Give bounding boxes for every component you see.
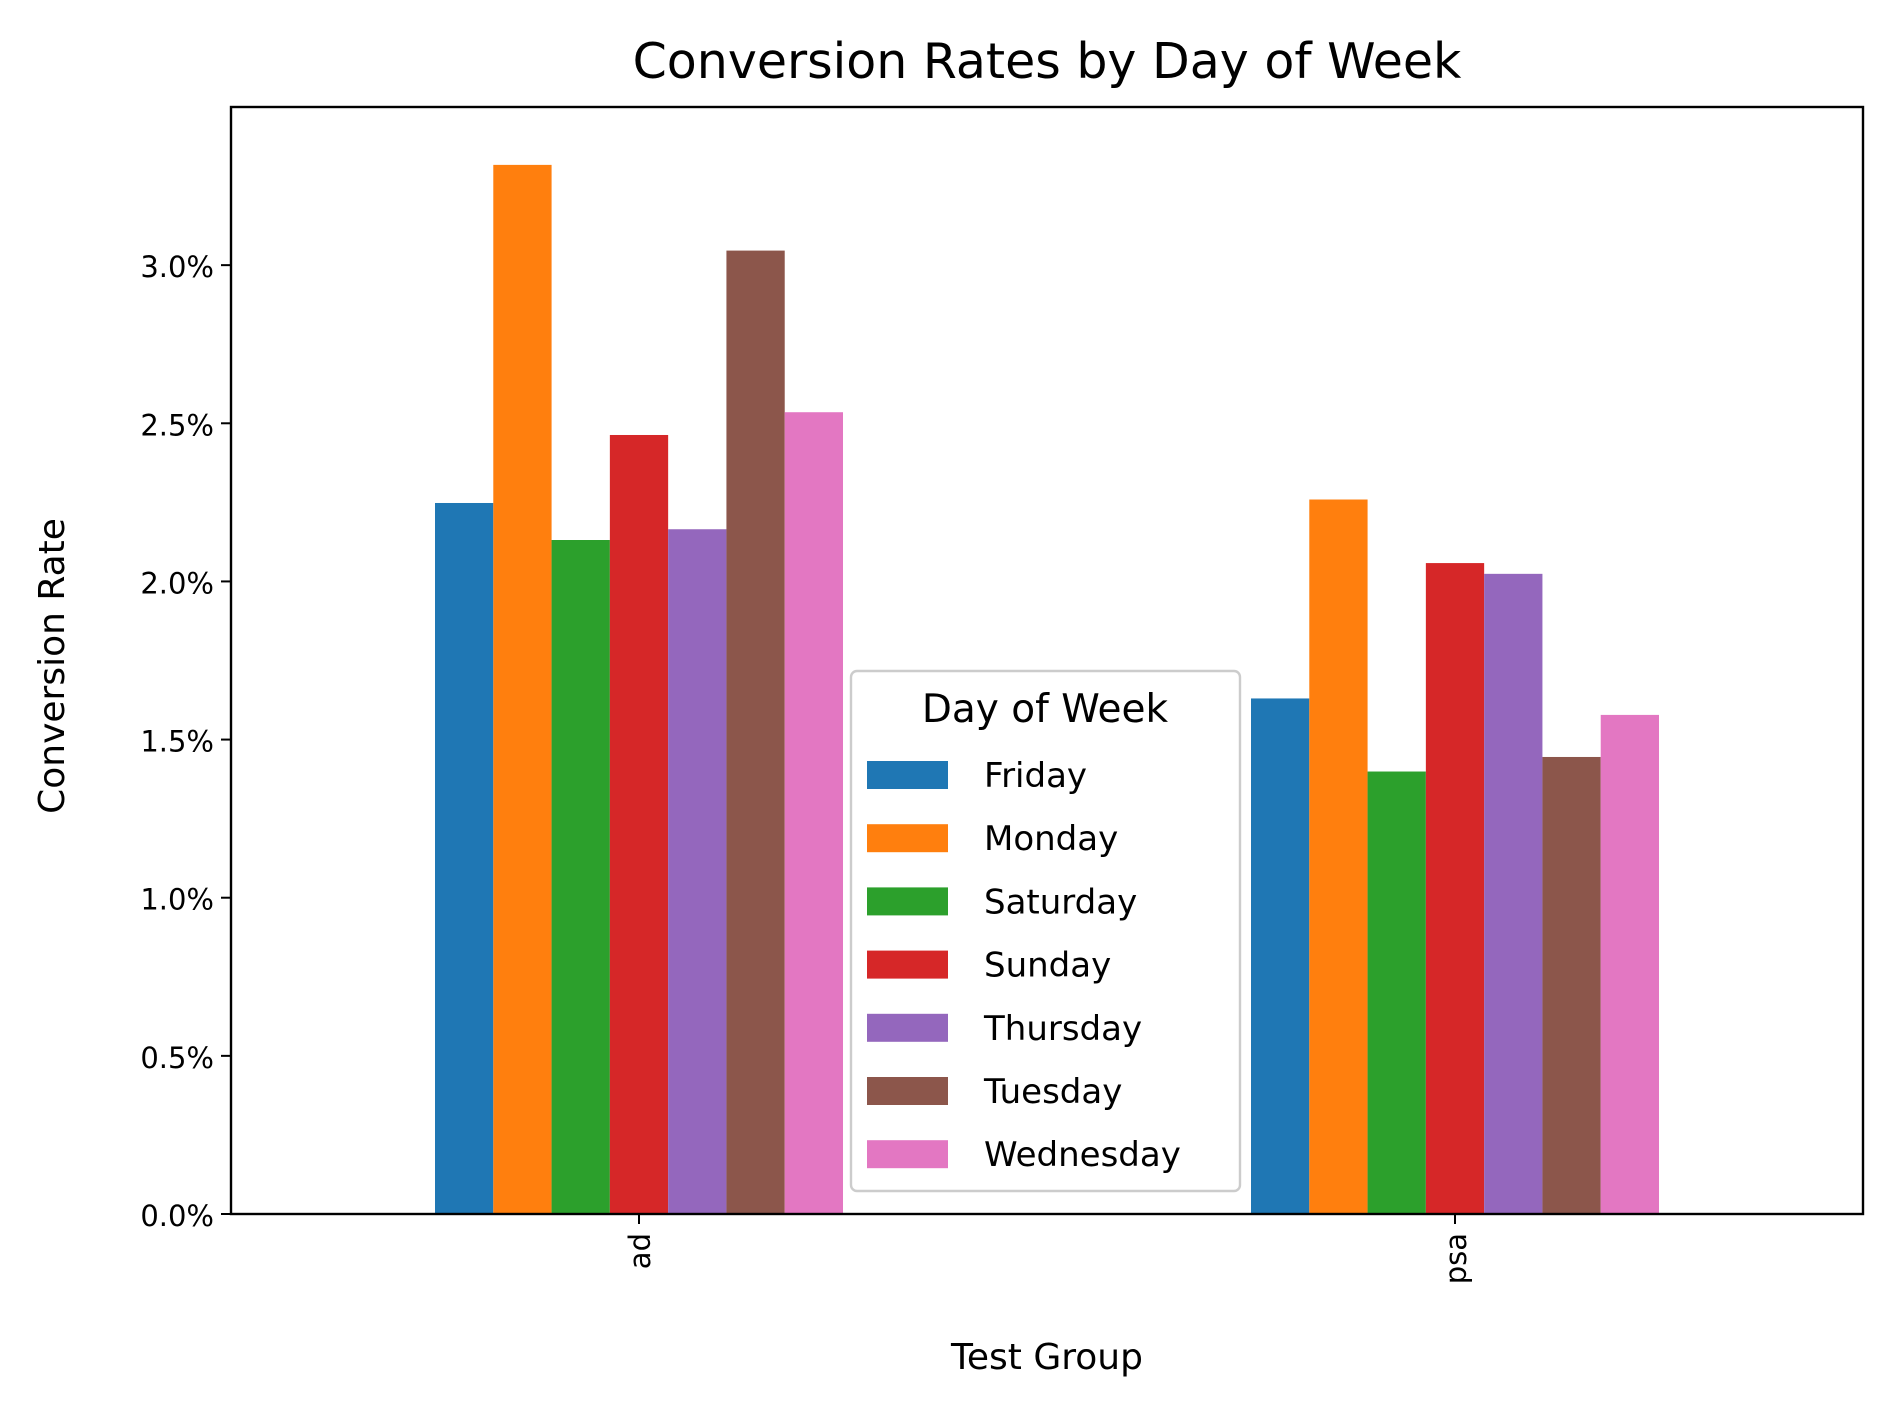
legend-label-saturday: Saturday bbox=[984, 882, 1137, 922]
y-tick-label: 1.5% bbox=[140, 725, 214, 759]
bar-sunday-psa bbox=[1425, 563, 1485, 1214]
legend-label-sunday: Sunday bbox=[984, 946, 1111, 986]
bar-monday-psa bbox=[1309, 499, 1368, 1214]
bar-sunday-ad bbox=[609, 434, 669, 1214]
legend-label-monday: Monday bbox=[984, 819, 1118, 859]
bar-tuesday-psa bbox=[1542, 756, 1601, 1214]
legend-label-wednesday: Wednesday bbox=[984, 1135, 1181, 1175]
y-tick-label: 3.0% bbox=[140, 250, 214, 284]
plot-frame bbox=[229, 105, 1865, 1216]
bar-saturday-ad bbox=[551, 540, 610, 1214]
x-axis-label: Test Group bbox=[950, 1337, 1143, 1378]
y-axis-ticks: 0.0% 0.5% 1.0% 1.5% 2.0% 2.5% 3.0% bbox=[140, 250, 231, 1233]
legend-label-friday: Friday bbox=[984, 756, 1087, 796]
y-tick-label: 1.0% bbox=[140, 883, 214, 917]
x-tick-label-ad: ad bbox=[623, 1233, 657, 1269]
legend: Day of Week Friday Monday Saturday Sunday Th… bbox=[849, 669, 1242, 1193]
y-tick-label: 2.0% bbox=[140, 566, 214, 600]
legend-swatch-tuesday bbox=[867, 1077, 948, 1105]
bar-friday-psa bbox=[1251, 698, 1310, 1214]
legend-swatch-friday bbox=[867, 761, 948, 789]
bar-thursday-psa bbox=[1484, 573, 1543, 1214]
y-axis-label: Conversion Rate bbox=[32, 518, 73, 814]
legend-swatch-saturday bbox=[867, 887, 948, 916]
bar-wednesday-ad bbox=[784, 412, 843, 1215]
y-tick-label: 2.5% bbox=[140, 408, 214, 442]
y-tick-label: 0.5% bbox=[140, 1041, 214, 1075]
bar-tuesday-ad bbox=[726, 250, 785, 1215]
legend-label-tuesday: Tuesday bbox=[983, 1072, 1122, 1112]
legend-items: Friday Monday Saturday Sunday Thursday Tuesda… bbox=[867, 756, 1181, 1175]
bar-friday-ad bbox=[435, 502, 494, 1214]
bar-saturday-psa bbox=[1367, 771, 1426, 1214]
legend-swatch-wednesday bbox=[867, 1140, 948, 1169]
x-axis-ticks: ad psa bbox=[623, 1214, 1473, 1284]
legend-swatch-thursday bbox=[867, 1013, 948, 1042]
y-tick-label: 0.0% bbox=[140, 1199, 214, 1233]
bar-thursday-ad bbox=[668, 529, 727, 1214]
x-tick-label-psa: psa bbox=[1439, 1233, 1473, 1284]
legend-box bbox=[849, 669, 1242, 1193]
legend-label-thursday: Thursday bbox=[983, 1009, 1142, 1049]
legend-swatch-sunday bbox=[867, 950, 948, 979]
bars-layer bbox=[435, 164, 1659, 1215]
bar-wednesday-psa bbox=[1600, 714, 1659, 1214]
chart-title: Conversion Rates by Day of Week bbox=[633, 33, 1462, 90]
bar-monday-ad bbox=[493, 164, 552, 1214]
legend-title: Day of Week bbox=[922, 687, 1169, 732]
legend-swatch-monday bbox=[867, 824, 948, 853]
